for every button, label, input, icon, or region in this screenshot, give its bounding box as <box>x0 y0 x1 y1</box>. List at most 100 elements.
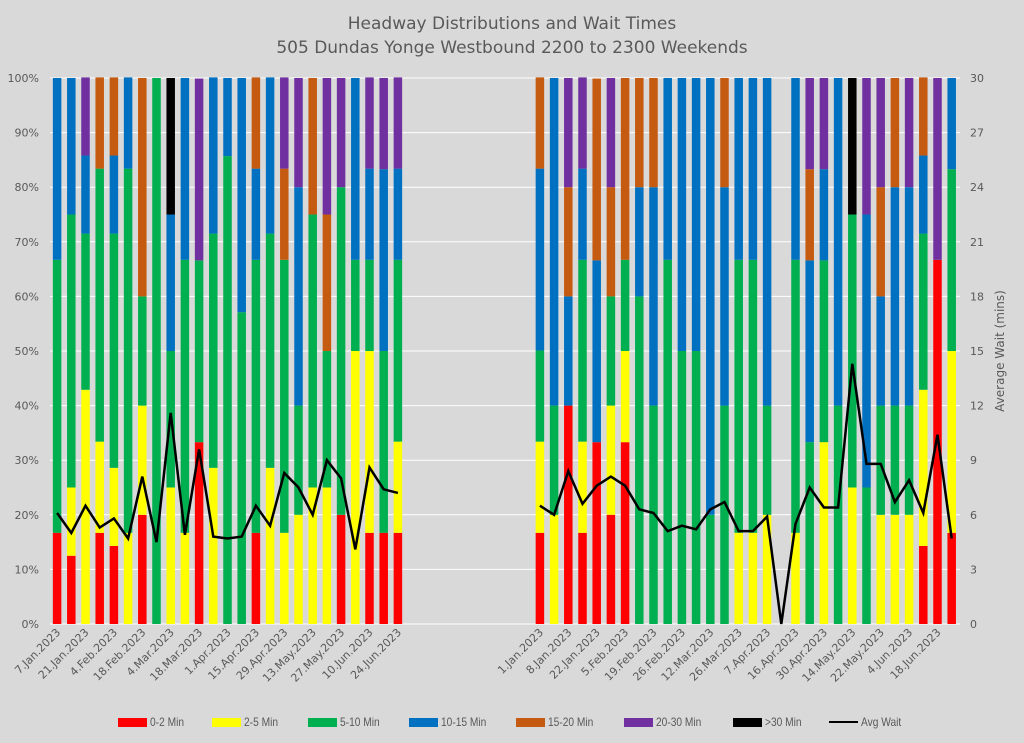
y2-tick-label: 0 <box>970 618 977 631</box>
bar-segment <box>393 259 403 442</box>
bar-segment <box>890 405 900 515</box>
legend-item-5-10: 5-10 Min <box>308 712 387 732</box>
bar-stack <box>81 77 90 624</box>
bar-segment <box>549 78 559 406</box>
bar-stack <box>833 78 843 624</box>
bar-segment <box>635 78 644 188</box>
bar-segment <box>194 78 204 261</box>
y-tick-label: 80% <box>15 181 39 194</box>
bar-stack <box>564 78 573 624</box>
bar-segment <box>606 296 616 406</box>
chart-subtitle: 505 Dundas Yonge Westbound 2200 to 2300 … <box>276 38 747 58</box>
x-axis: 7.Jan.202321.Jan.20234.Feb.202318.Feb.20… <box>12 626 943 685</box>
bar-segment <box>620 351 630 443</box>
bar-segment <box>351 351 360 624</box>
bar-segment <box>606 514 616 624</box>
avg-wait-line <box>56 412 399 550</box>
bar-segment <box>734 78 743 260</box>
y-tick-label: 20% <box>15 509 39 522</box>
bar-stack <box>265 77 275 624</box>
legend-item-0-2: 0-2 Min <box>118 712 190 732</box>
bar-stack <box>578 77 587 624</box>
bar-segment <box>592 78 601 261</box>
bar-segment <box>109 155 119 234</box>
bar-segment <box>904 78 914 188</box>
y-tick-label: 90% <box>15 127 39 140</box>
bar-segment <box>95 77 104 169</box>
bar-stack <box>762 78 772 624</box>
bar-segment <box>81 233 90 390</box>
y-tick-label: 0% <box>22 618 39 631</box>
bar-segment <box>251 259 261 533</box>
bar-segment <box>706 78 715 515</box>
bar-segment <box>95 532 104 624</box>
bar-segment <box>819 169 829 261</box>
bar-segment <box>833 405 843 624</box>
bar-segment <box>209 467 218 624</box>
bar-segment <box>833 78 843 406</box>
bar-segment <box>223 78 232 157</box>
bar-segment <box>720 405 729 624</box>
chart-title: Headway Distributions and Wait Times <box>348 14 677 34</box>
bar-segment <box>223 156 232 624</box>
legend-item-over-30: >30 Min <box>733 712 808 732</box>
bar-segment <box>862 214 871 488</box>
bar-stack <box>123 77 133 624</box>
bar-segment <box>805 169 814 261</box>
bar-segment <box>791 78 800 260</box>
bar-segment <box>848 214 857 488</box>
bar-segment <box>123 77 133 169</box>
y-tick-label: 100% <box>8 72 39 85</box>
bar-segment <box>592 260 601 443</box>
bar-stack <box>649 78 658 624</box>
bar-segment <box>138 405 147 515</box>
bar-segment <box>180 259 190 533</box>
bar-segment <box>294 514 303 624</box>
legend-label: 5-10 Min <box>340 715 380 729</box>
y2-tick-label: 18 <box>970 290 984 303</box>
y2-tick-label: 3 <box>970 563 977 576</box>
bar-segment <box>848 487 857 624</box>
bar-segment <box>564 405 573 624</box>
bar-segment <box>578 168 587 260</box>
bar-segment <box>138 514 147 624</box>
bar-segment <box>876 296 885 406</box>
bar-segment <box>862 78 871 215</box>
bar-segment <box>805 260 814 443</box>
bar-stack <box>848 78 857 624</box>
bar-segment <box>564 78 573 188</box>
bar-segment <box>209 77 218 234</box>
legend-swatch <box>409 717 438 727</box>
legend-swatch <box>118 717 147 727</box>
bar-segment <box>819 442 829 624</box>
legend-item-20-30: 20-30 Min <box>624 712 709 732</box>
bar-segment <box>535 532 545 624</box>
bar-segment <box>294 405 303 515</box>
legend-label: >30 Min <box>765 715 802 729</box>
bar-stack <box>549 78 559 624</box>
headway-chart: Headway Distributions and Wait Times 505… <box>8 14 1007 685</box>
bar-segment <box>294 187 303 406</box>
legend-label: 20-30 Min <box>656 715 702 729</box>
bar-segment <box>805 78 814 170</box>
bar-segment <box>138 296 147 406</box>
bar-segment <box>365 259 374 351</box>
y-tick-label: 30% <box>15 454 39 467</box>
bar-segment <box>365 168 374 260</box>
bar-segment <box>606 405 616 515</box>
y2-tick-label: 6 <box>970 509 977 522</box>
legend-swatch <box>733 717 762 727</box>
bar-segment <box>762 514 772 624</box>
bar-stack <box>152 78 161 624</box>
bar-segment <box>351 259 360 351</box>
bar-segment <box>322 351 332 488</box>
legend-line-swatch <box>829 721 858 723</box>
bar-segment <box>805 442 814 624</box>
bar-segment <box>166 214 175 351</box>
bar-segment <box>947 169 956 351</box>
bar-stack <box>805 78 814 624</box>
legend-swatch <box>212 717 241 727</box>
bar-segment <box>876 405 885 515</box>
bar-segment <box>209 233 218 468</box>
bar-segment <box>549 514 559 624</box>
